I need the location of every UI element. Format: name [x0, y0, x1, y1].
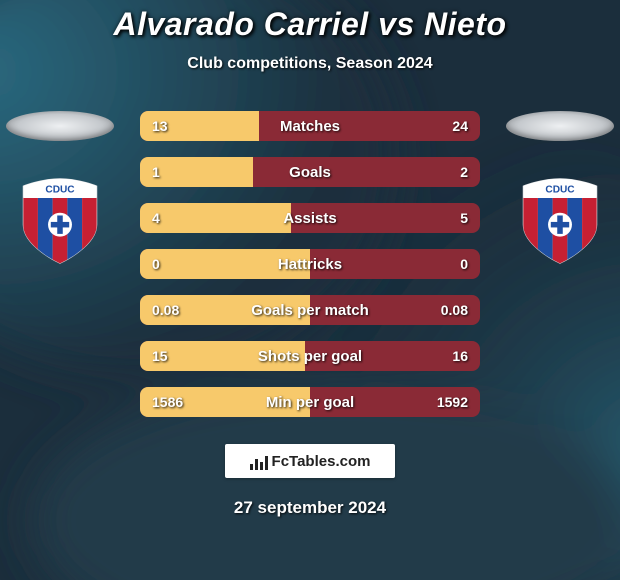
footer-date: 27 september 2024: [0, 498, 620, 518]
stat-value-right: 24: [452, 111, 468, 141]
stat-row: 0.080.08Goals per match: [140, 295, 480, 325]
stat-value-left: 1: [152, 157, 160, 187]
stat-row: 45Assists: [140, 203, 480, 233]
chart-icon: [250, 452, 268, 470]
svg-text:CDUC: CDUC: [545, 184, 575, 195]
avatar-placeholder-right: [506, 111, 614, 141]
club-logo-left: CDUC: [14, 175, 106, 267]
stat-row: 00Hattricks: [140, 249, 480, 279]
stat-value-right: 16: [452, 341, 468, 371]
stat-value-right: 2: [460, 157, 468, 187]
avatar-placeholder-left: [6, 111, 114, 141]
stat-row: 1324Matches: [140, 111, 480, 141]
stat-value-right: 0.08: [441, 295, 468, 325]
stat-fill: [140, 249, 310, 279]
stat-fill: [140, 203, 291, 233]
stat-value-left: 0.08: [152, 295, 179, 325]
stat-row: 1516Shots per goal: [140, 341, 480, 371]
brand-text: FcTables.com: [272, 453, 371, 470]
stat-value-right: 5: [460, 203, 468, 233]
player-right-column: CDUC: [500, 111, 620, 267]
subtitle: Club competitions, Season 2024: [0, 55, 620, 73]
stat-bars: 1324Matches12Goals45Assists00Hattricks0.…: [140, 111, 480, 433]
club-logo-right: CDUC: [514, 175, 606, 267]
stat-value-right: 1592: [437, 387, 468, 417]
brand-badge: FcTables.com: [225, 444, 395, 478]
stat-value-right: 0: [460, 249, 468, 279]
stat-value-left: 4: [152, 203, 160, 233]
page-title: Alvarado Carriel vs Nieto: [0, 0, 620, 43]
stat-value-left: 1586: [152, 387, 183, 417]
stat-row: 15861592Min per goal: [140, 387, 480, 417]
stat-value-left: 13: [152, 111, 168, 141]
comparison-area: CDUC: [0, 111, 620, 431]
svg-text:CDUC: CDUC: [45, 184, 75, 195]
stat-value-left: 15: [152, 341, 168, 371]
player-left-column: CDUC: [0, 111, 120, 267]
stat-row: 12Goals: [140, 157, 480, 187]
stat-value-left: 0: [152, 249, 160, 279]
